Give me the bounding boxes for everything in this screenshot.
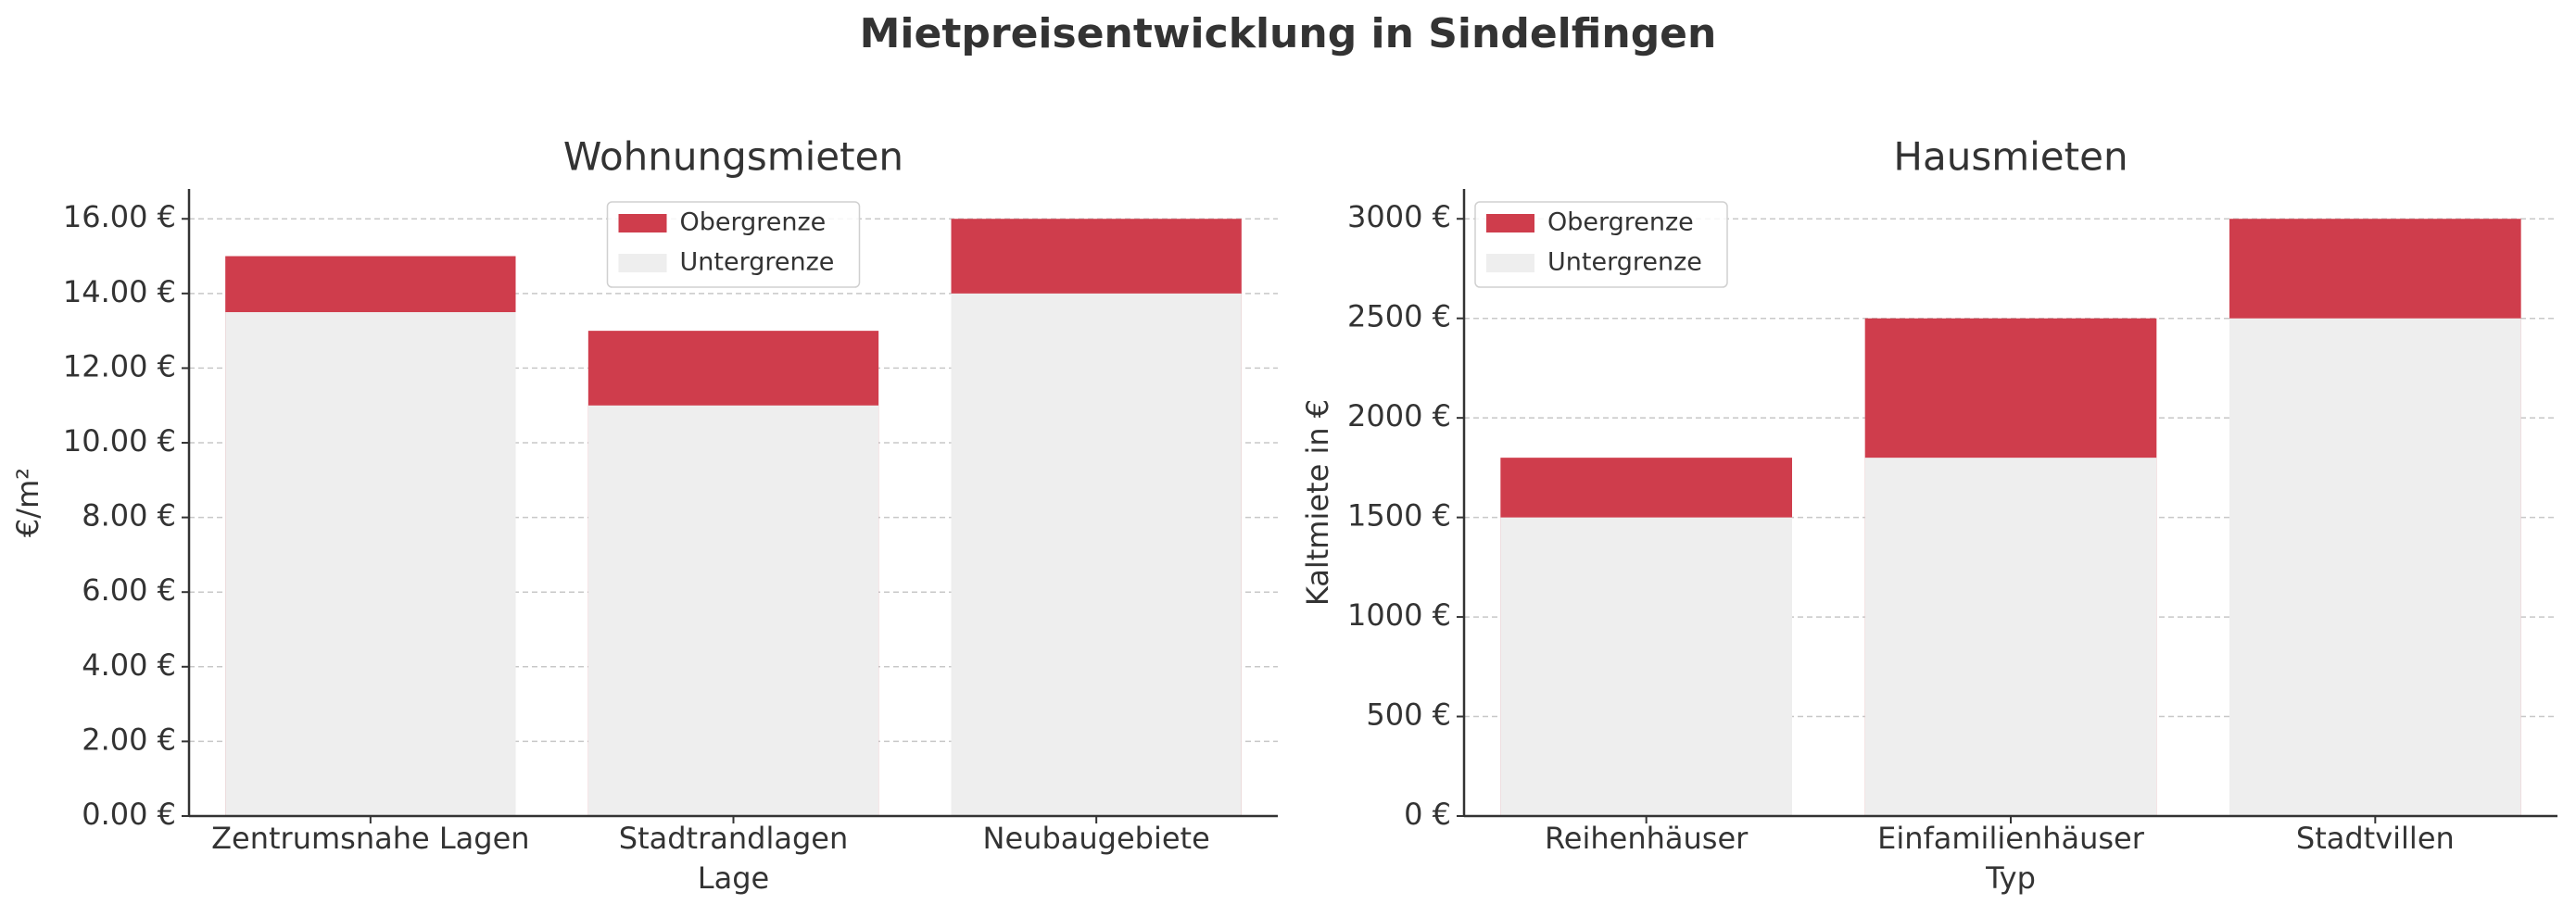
y-tick-label: 4.00 € [82, 647, 176, 683]
legend: Obergrenze Untergrenze [606, 201, 861, 288]
x-tick-label: Stadtvillen [2296, 821, 2455, 856]
legend-swatch [618, 254, 667, 272]
legend-frame [606, 201, 861, 288]
bar [225, 311, 516, 816]
y-tick-label: 500 € [1366, 697, 1451, 733]
x-tick-label: Zentrumsnahe Lagen [211, 821, 529, 856]
x-axis-label: Lage [698, 860, 769, 896]
y-tick-label: 2500 € [1347, 299, 1451, 334]
y-tick-label: 6.00 € [82, 572, 176, 608]
legend-swatch [1486, 214, 1534, 232]
legend: Obergrenze Untergrenze [1474, 201, 1728, 288]
x-tick-label: Einfamilienhäuser [1877, 821, 2145, 856]
axes-title: Wohnungsmieten [563, 134, 903, 180]
x-tick-label: Neubaugebiete [983, 821, 1210, 856]
axes-title: Hausmieten [1893, 134, 2128, 180]
bar [587, 405, 879, 816]
legend-label: Untergrenze [680, 248, 835, 277]
legend-label: Obergrenze [1547, 208, 1694, 237]
bar [2229, 318, 2521, 816]
legend-frame [1474, 201, 1728, 288]
y-tick-label: 0.00 € [82, 797, 176, 832]
y-tick-label: 14.00 € [63, 274, 176, 309]
y-tick-label: 10.00 € [63, 423, 176, 458]
y-tick-label: 16.00 € [63, 199, 176, 234]
legend-label: Obergrenze [680, 208, 827, 237]
y-tick-label: 3000 € [1347, 199, 1451, 234]
y-axis-label: €/m² [10, 468, 45, 537]
x-tick-label: Stadtrandlagen [619, 821, 848, 856]
bar [1500, 517, 1792, 816]
y-tick-label: 8.00 € [82, 498, 176, 534]
y-tick-label: 0 € [1404, 797, 1451, 832]
legend-swatch [618, 214, 667, 232]
y-axis-label: Kaltmiete in € [1300, 399, 1335, 606]
y-tick-label: 1000 € [1347, 597, 1451, 633]
figure-title: Mietpreisentwicklung in Sindelfingen [860, 10, 1717, 57]
y-tick-label: 1500 € [1347, 498, 1451, 534]
bar [951, 293, 1242, 816]
x-axis-label: Typ [1985, 860, 2036, 896]
legend-label: Untergrenze [1547, 248, 1702, 277]
x-tick-label: Reihenhäuser [1545, 821, 1749, 856]
y-tick-label: 2000 € [1347, 398, 1451, 433]
legend-swatch [1486, 254, 1534, 272]
bar [1864, 458, 2157, 816]
y-tick-label: 2.00 € [82, 722, 176, 757]
y-tick-label: 12.00 € [63, 348, 176, 383]
